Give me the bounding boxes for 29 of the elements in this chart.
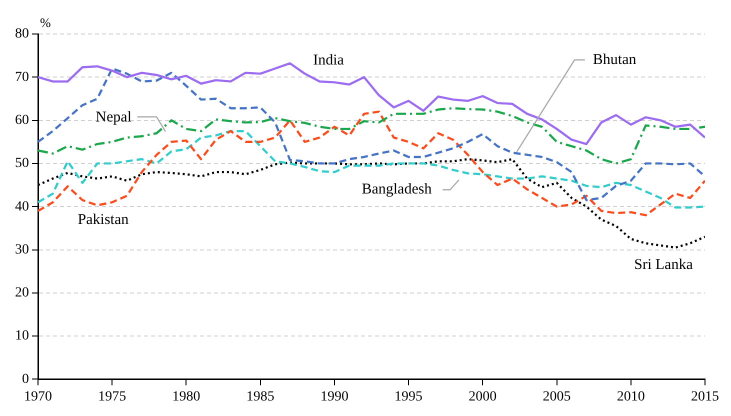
y-tick-label: 20 (15, 286, 29, 301)
line-series (38, 67, 705, 202)
series-label: Bangladesh (362, 182, 432, 198)
series-label: Pakistan (78, 212, 130, 228)
x-tick-label: 1980 (172, 389, 200, 404)
x-tick-label: 1995 (394, 389, 423, 404)
y-tick-label: 10 (15, 328, 29, 344)
x-tick-label: 2005 (542, 389, 571, 404)
y-tick-label: 30 (15, 242, 29, 258)
text: Bhutan (592, 52, 637, 68)
x-tick-label: 1990 (320, 389, 348, 404)
y-axis-title: % (40, 14, 51, 30)
x-tick-label: 1985 (246, 389, 274, 404)
y-tick-label: 60 (15, 112, 29, 128)
y-tick-label: 50 (15, 156, 29, 172)
series-label: Nepal (96, 110, 132, 126)
y-tick-label: 70 (15, 70, 29, 85)
series-label: Sri Lanka (634, 256, 694, 273)
y-tick-label: 40 (15, 199, 29, 214)
series-label: India (313, 52, 344, 69)
x-tick-label: 2015 (691, 389, 719, 404)
line-series (38, 130, 705, 209)
x-tick-label: 2000 (468, 389, 497, 404)
y-tick-label: 0 (22, 372, 29, 387)
x-tick-label: 1975 (98, 389, 126, 404)
x-tick-label: 2010 (616, 389, 645, 404)
line-series (38, 107, 705, 165)
x-tick-label: 1970 (24, 389, 52, 404)
y-tick-label: 80 (15, 26, 29, 42)
